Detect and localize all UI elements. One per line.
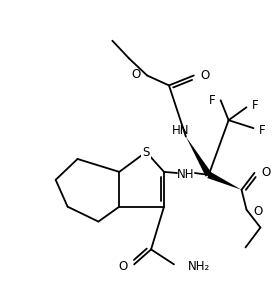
Text: F: F xyxy=(209,94,216,107)
Text: HN: HN xyxy=(172,124,190,137)
Text: F: F xyxy=(258,124,265,137)
Text: O: O xyxy=(254,205,263,218)
Text: O: O xyxy=(131,68,140,81)
Text: NH₂: NH₂ xyxy=(188,260,210,273)
Text: NH: NH xyxy=(177,167,195,181)
Text: O: O xyxy=(118,260,127,273)
Text: F: F xyxy=(252,99,258,112)
Text: O: O xyxy=(201,69,210,82)
Polygon shape xyxy=(207,172,242,190)
Polygon shape xyxy=(186,136,212,177)
Text: O: O xyxy=(261,166,271,179)
Text: S: S xyxy=(143,146,150,159)
